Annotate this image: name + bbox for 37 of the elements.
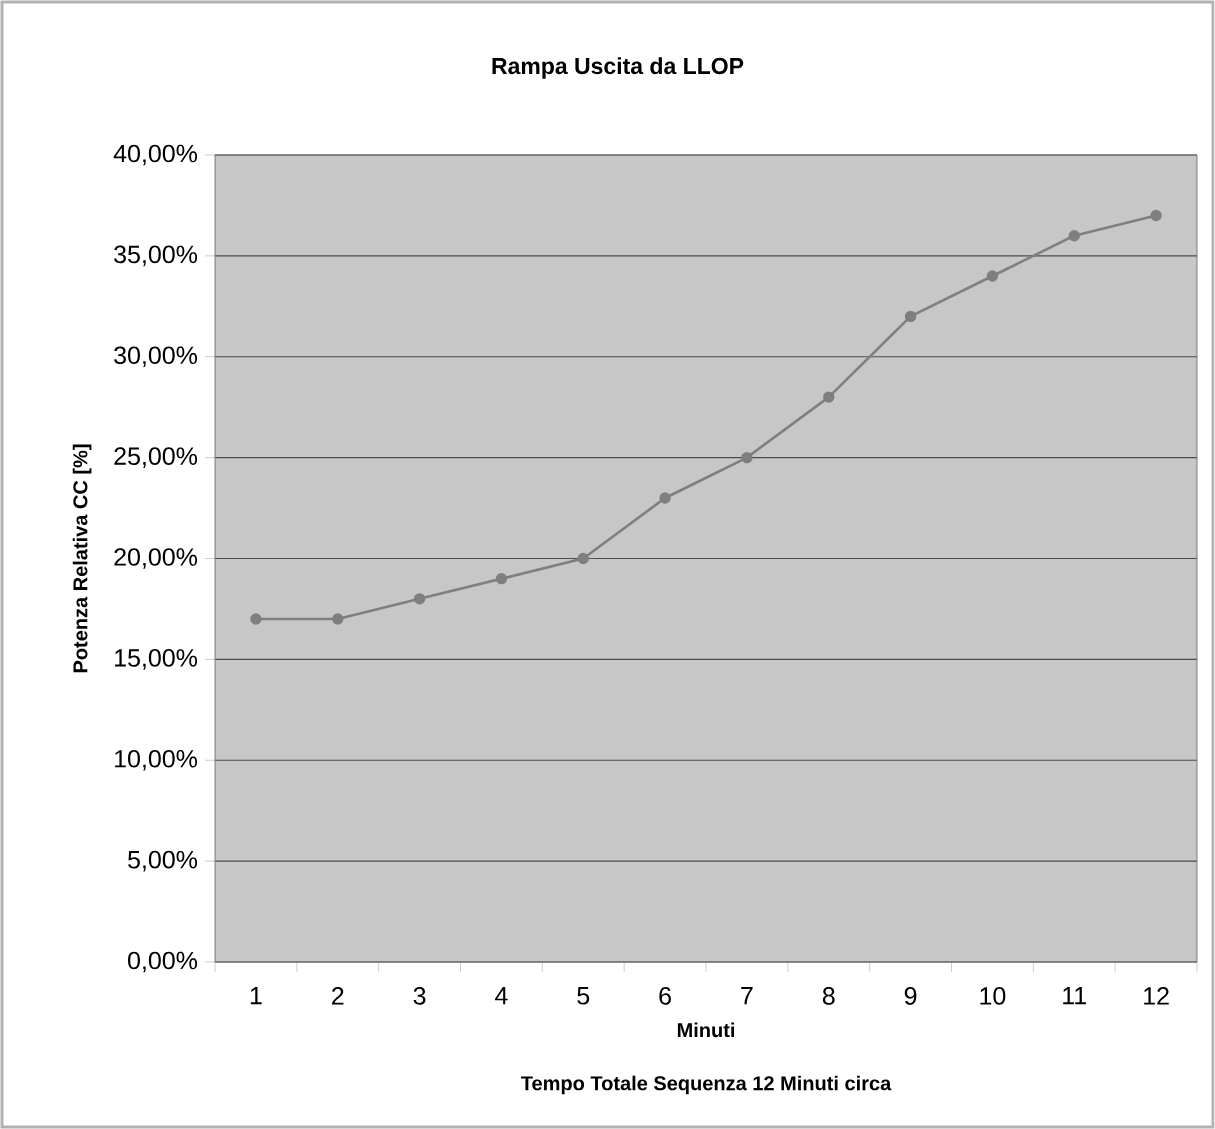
x-axis-title: Minuti — [677, 1022, 735, 1038]
point — [659, 492, 671, 504]
chart-title: Rampa Uscita da LLOP — [492, 57, 744, 79]
x-tick-label: 4 — [495, 987, 508, 1005]
y-tick-label: 20,00% — [114, 548, 198, 569]
y-tick-label: 25,00% — [114, 447, 198, 468]
x-tick-label: 3 — [413, 987, 426, 1005]
y-tick-label: 10,00% — [115, 749, 198, 771]
point — [823, 391, 835, 403]
point — [986, 270, 999, 282]
point — [250, 613, 262, 625]
text: Tempo Totale Sequenza 12 Minuti circa — [521, 1075, 892, 1095]
y-tick-label: 5,00% — [128, 850, 198, 872]
point — [332, 613, 344, 625]
x-tick-label: 5 — [577, 987, 590, 1005]
y-tick-label: 15,00% — [115, 649, 198, 670]
x-tick-label: 12 — [1144, 987, 1169, 1005]
point — [1150, 209, 1162, 222]
point — [904, 310, 917, 323]
y-tick-label: 35,00% — [114, 245, 198, 267]
y-tick-label: 0,00% — [128, 951, 198, 973]
point — [413, 593, 426, 605]
x-tick-label: 1 — [250, 987, 262, 1005]
x-tick-label: 11 — [1063, 987, 1086, 1005]
y-axis-title: Potenza Relativa CC [%] — [72, 444, 92, 673]
x-tick-label: 9 — [904, 987, 917, 1005]
point — [1068, 229, 1080, 242]
x-tick-label: 8 — [822, 987, 835, 1005]
point — [495, 572, 508, 585]
x-tick-label: 6 — [659, 987, 671, 1005]
y-tick-label: 40,00% — [113, 144, 198, 166]
x-tick-label: 7 — [741, 987, 753, 1005]
y-tick-label: 30,00% — [114, 346, 198, 368]
x-tick-label: 2 — [332, 987, 344, 1005]
point — [577, 552, 589, 565]
x-tick-label: 10 — [980, 987, 1006, 1005]
point — [741, 451, 753, 464]
